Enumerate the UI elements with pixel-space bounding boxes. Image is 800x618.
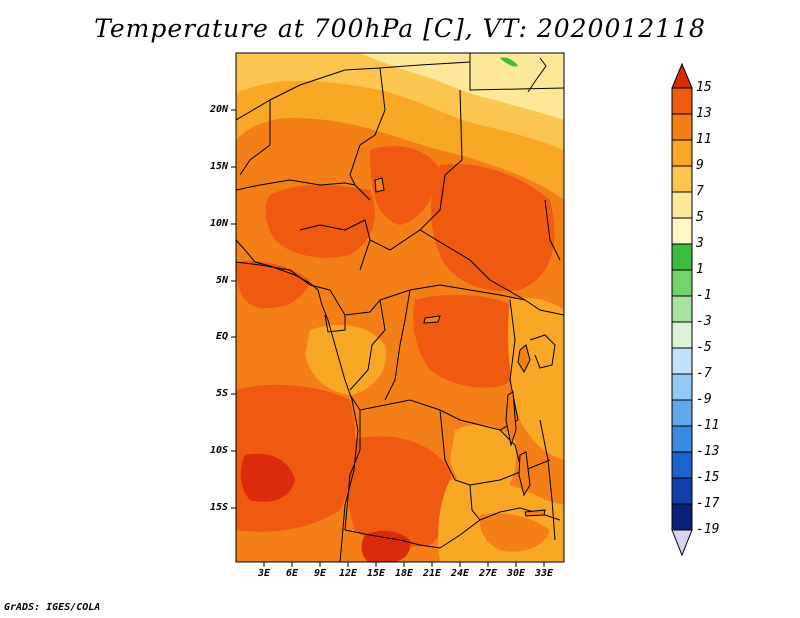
colorbar-cell--19--17 (671, 503, 693, 531)
lat-label-10n: 10N (209, 218, 228, 229)
lat-label-20n: 20N (209, 104, 228, 115)
colorbar-label: 3 (696, 236, 704, 251)
colorbar-label: -1 (696, 288, 712, 303)
colorbar-cell-3-5b (671, 217, 693, 245)
lon-label-21e: 21E (422, 568, 442, 579)
colorbar-cell-9-11 (671, 113, 693, 141)
colorbar-label: 13 (696, 106, 712, 121)
colorbar-cell-7-9 (671, 139, 693, 167)
colorbar-label: -3 (696, 314, 712, 329)
lon-label-18e: 18E (394, 568, 414, 579)
field-east-7-9 (508, 298, 564, 460)
field-sw-13plus (240, 453, 295, 502)
field-gabon-7-9 (305, 325, 386, 395)
lon-label-15e: 15E (366, 568, 386, 579)
colorbar-label: 15 (696, 80, 712, 95)
colorbar-cell--1-1 (671, 269, 693, 297)
lat-label-15s: 15S (209, 502, 228, 513)
colorbar-bottom-arrow (671, 529, 693, 557)
colorbar-cell--11--9 (671, 399, 693, 427)
colorbar-label: -15 (696, 470, 720, 485)
colorbar-cell--9--7 (671, 373, 693, 401)
field-central-west-11-13 (265, 185, 375, 258)
field-drc-11-13 (413, 294, 522, 388)
colorbar-cell--13--11 (671, 425, 693, 453)
coastlines (236, 57, 547, 562)
lon-label-27e: 27E (478, 568, 498, 579)
lon-label-6e: 6E (285, 568, 299, 579)
colorbar-cell--15--13 (671, 451, 693, 479)
lat-ticks (231, 109, 236, 509)
lon-label-30e: 30E (506, 568, 526, 579)
field-south-13plus (361, 530, 411, 562)
colorbar-label: -5 (696, 340, 712, 355)
colorbar-label: 7 (696, 184, 704, 199)
colorbar-label: 9 (696, 158, 704, 173)
field-north-3-5 (360, 53, 564, 120)
colorbar-cell--5--3 (671, 321, 693, 349)
field-south-11-13 (346, 436, 452, 547)
field-central-east-11-13 (430, 164, 555, 292)
map-frame (235, 52, 565, 563)
lat-label-5s: 5S (215, 388, 228, 399)
colorbar-label: 1 (696, 262, 704, 277)
map-title: Temperature at 700hPa [C], VT: 202001211… (94, 14, 706, 43)
colorbar-cell-5-7 (671, 165, 693, 193)
colorbar-cell-1-3 (671, 243, 693, 271)
colorbar-label: -9 (696, 392, 712, 407)
colorbar-label: -17 (696, 496, 720, 511)
grads-credit: GrADS: IGES/COLA (4, 602, 101, 613)
colorbar-label: -11 (696, 418, 720, 433)
colorbar-cell-11-13 (671, 87, 693, 115)
lon-label-9e: 9E (313, 568, 327, 579)
lat-label-eq: EQ (215, 331, 228, 342)
lat-label-15n: 15N (209, 161, 228, 172)
colorbar-top-arrow (671, 62, 693, 89)
field-guinea-11-13 (236, 260, 310, 309)
colorbar-label: -13 (696, 444, 720, 459)
field-green-patch (500, 57, 518, 67)
lat-label-10s: 10S (209, 445, 228, 456)
lon-label-24e: 24E (450, 568, 470, 579)
colorbar-cell--17--15 (671, 477, 693, 505)
colorbar-label: -19 (696, 522, 720, 537)
colorbar-cell--7--5 (671, 347, 693, 375)
lon-label-3e: 3E (257, 568, 271, 579)
lakes (374, 177, 546, 517)
temperature-field (236, 53, 564, 562)
field-chad-11-13 (370, 146, 440, 225)
field-se-9-11 (479, 513, 550, 552)
colorbar-cell-3-5 (671, 191, 693, 219)
colorbar (671, 62, 693, 557)
colorbar-label: 11 (696, 132, 712, 147)
lat-label-5n: 5N (215, 275, 228, 286)
colorbar-label: 5 (696, 210, 704, 225)
colorbar-cell--3--1 (671, 295, 693, 323)
colorbar-label: -7 (696, 366, 712, 381)
lon-ticks (263, 562, 545, 567)
lon-label-12e: 12E (338, 568, 358, 579)
lon-label-33e: 33E (534, 568, 554, 579)
